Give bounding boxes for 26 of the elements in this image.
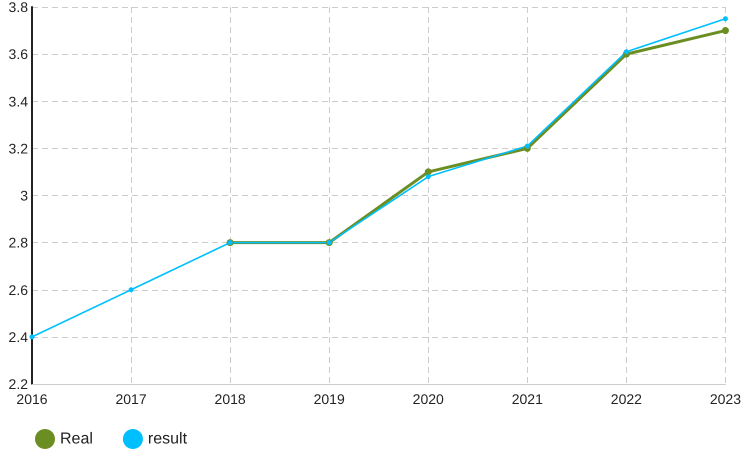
point (30, 334, 34, 340)
point (722, 27, 729, 34)
y-tick-label: 3.4 (8, 93, 28, 110)
x-tick-label: 2023 (710, 391, 742, 407)
x-tick-label: 2021 (512, 391, 544, 407)
point (128, 287, 134, 292)
legend-label: Real (60, 430, 93, 448)
x-tick-label: 2022 (610, 391, 642, 407)
point (722, 16, 728, 22)
x-tick-label: 2016 (16, 391, 48, 407)
y-tick-label: 2.8 (8, 234, 28, 251)
y-tick-label: 3.6 (8, 46, 28, 62)
x-tick-label: 2019 (314, 391, 345, 407)
point (624, 49, 629, 54)
y-tick-label: 2.6 (8, 282, 28, 298)
y-tick-label: 2.4 (8, 328, 28, 345)
x-tick-label: 2020 (412, 391, 444, 407)
point (426, 174, 431, 180)
legend-label: result (148, 430, 188, 448)
point (524, 144, 530, 149)
y-tick-label: 3.8 (8, 0, 28, 15)
x-tick-label: 2017 (115, 391, 147, 407)
x-tick-label: 2018 (214, 391, 246, 407)
y-tick-label: 2.2 (8, 376, 28, 392)
y-tick-label: 3.2 (8, 140, 28, 156)
y-tick-label: 3 (20, 188, 28, 204)
